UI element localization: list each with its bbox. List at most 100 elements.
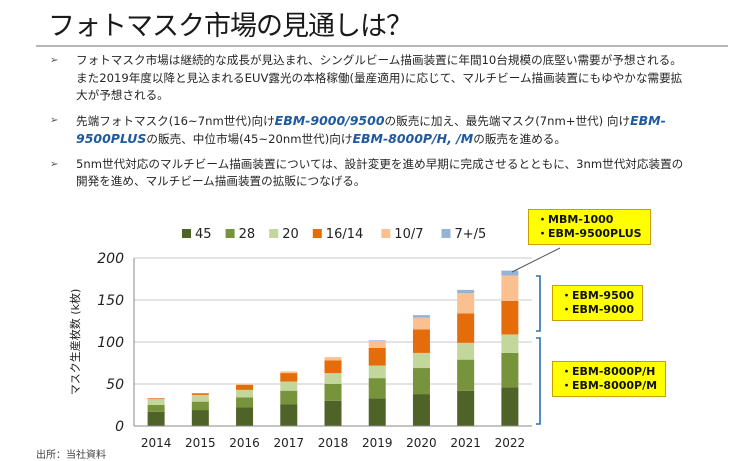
bullet-text: の販売に加え、最先端マスク(7nm+世代) 向け xyxy=(384,113,631,128)
bullet-item: ➢ 5nm世代対応のマルチビーム描画装置については、設計変更を進め早期に完成させる… xyxy=(48,156,688,191)
bar-segment-7--5 xyxy=(501,270,519,276)
callout-ebm9500: ・EBM-9500 ・EBM-9000 xyxy=(552,285,644,321)
callout-brackets xyxy=(511,247,561,425)
callout-ebm8000: ・EBM-8000P/H ・EBM-8000P/M xyxy=(552,361,667,397)
bar-segment-10-7 xyxy=(457,293,475,314)
bullet-text: 先端フォトマスク(16~7nm世代)向け xyxy=(76,113,275,128)
bar-segment-16-14 xyxy=(412,329,430,353)
source-note: 出所：当社資料 xyxy=(36,450,106,461)
bar-segment-7--5 xyxy=(457,289,475,294)
legend-label: 20 xyxy=(282,227,299,242)
bracket-ebm8000 xyxy=(536,337,541,425)
product-name-emphasis: EBM-8000P/H, /M xyxy=(352,131,474,146)
y-tick-label: 200 xyxy=(97,251,124,267)
bar-segment-16-14 xyxy=(147,398,165,400)
callout-pointer xyxy=(511,247,561,273)
legend-swatch xyxy=(182,229,191,238)
legend-label: 10/7 xyxy=(394,227,423,242)
legend-swatch xyxy=(269,229,279,238)
bar-segment-10-7 xyxy=(324,357,342,361)
legend-swatch xyxy=(381,229,391,238)
bar-segment-10-7 xyxy=(236,384,254,385)
y-tick-label: 150 xyxy=(97,293,124,309)
x-tick-label: 2017 xyxy=(274,436,305,450)
x-tick-label: 2022 xyxy=(495,436,526,450)
callout-mbm: ・MBM-1000 ・EBM-9500PLUS xyxy=(528,209,651,245)
y-tick-label: 50 xyxy=(106,377,124,393)
bar-segment-20 xyxy=(191,394,209,402)
bar-segment-45 xyxy=(147,411,165,426)
bar-segment-20 xyxy=(147,399,165,405)
legend-label: 28 xyxy=(239,227,256,242)
chart-bars xyxy=(147,270,519,426)
bar-segment-10-7 xyxy=(412,317,430,330)
x-tick-label: 2016 xyxy=(229,436,260,450)
x-tick-label: 2018 xyxy=(318,436,349,450)
bar-segment-28 xyxy=(501,352,519,388)
bar-segment-20 xyxy=(457,342,475,360)
bar-segment-7--5 xyxy=(412,315,430,318)
bullet-text: フォトマスク市場は継続的な成長が見込まれ、シングルビーム描画装置に年間10台規模… xyxy=(76,53,683,102)
bar-segment-16-14 xyxy=(368,347,386,366)
x-tick-label: 2014 xyxy=(141,436,172,450)
bar-segment-28 xyxy=(280,390,298,405)
y-tick-label: 0 xyxy=(115,419,124,435)
bar-segment-20 xyxy=(412,352,430,369)
arrow-bullet-icon: ➢ xyxy=(50,55,59,66)
bar-segment-16-14 xyxy=(236,384,254,390)
y-tick-label: 100 xyxy=(97,335,124,351)
bullet-item: ➢ フォトマスク市場は継続的な成長が見込まれ、シングルビーム描画装置に年間10台規… xyxy=(48,52,688,105)
x-tick-label: 2021 xyxy=(450,436,481,450)
bar-segment-45 xyxy=(191,410,209,426)
page-title: フォトマスク市場の見通しは？ xyxy=(48,11,413,42)
bar-segment-28 xyxy=(412,368,430,395)
y-axis-label: マスク生産枚数 (k枚) xyxy=(68,289,82,395)
product-name-emphasis: EBM-9500PLUS xyxy=(76,112,666,147)
legend-label: 45 xyxy=(195,227,212,242)
bracket-ebm9500 xyxy=(536,275,541,332)
bar-segment-20 xyxy=(280,381,298,391)
bar-segment-45 xyxy=(412,394,430,426)
title-divider xyxy=(36,45,728,47)
bar-segment-10-7 xyxy=(280,371,298,374)
bar-segment-28 xyxy=(324,384,342,401)
legend-label: 16/14 xyxy=(326,227,363,242)
bar-segment-20 xyxy=(368,365,386,379)
bar-segment-20 xyxy=(324,373,342,384)
bar-segment-20 xyxy=(236,389,254,398)
bullet-item: ➢ 先端フォトマスク(16~7nm世代)向けEBM-9000/9500の販売に加え… xyxy=(48,112,688,149)
x-tick-label: 2019 xyxy=(362,436,393,450)
x-tick-label: 2020 xyxy=(406,436,437,450)
bar-segment-16-14 xyxy=(191,393,209,395)
product-name-emphasis: EBM-9000/9500 xyxy=(274,112,385,128)
legend-swatch xyxy=(312,229,322,238)
bar-segment-28 xyxy=(191,401,209,411)
bar-segment-28 xyxy=(236,397,254,408)
legend-swatch xyxy=(225,229,235,238)
x-tick-label: 2015 xyxy=(185,436,216,450)
bar-segment-10-7 xyxy=(368,341,386,348)
arrow-bullet-icon: ➢ xyxy=(50,158,59,170)
bar-segment-45 xyxy=(457,390,475,426)
bar-segment-7--5 xyxy=(368,340,386,342)
bar-segment-28 xyxy=(368,378,386,399)
arrow-bullet-icon: ➢ xyxy=(50,114,59,126)
bullet-list: ➢ フォトマスク市場は継続的な成長が見込まれ、シングルビーム描画装置に年間10台規… xyxy=(48,52,688,198)
bar-segment-45 xyxy=(236,407,254,426)
bar-segment-45 xyxy=(368,398,386,426)
bullet-text: 5nm世代対応のマルチビーム描画装置については、設計変更を進め早期に完成させると… xyxy=(76,156,684,189)
bar-segment-28 xyxy=(457,359,475,391)
bar-segment-20 xyxy=(501,334,519,353)
bar-segment-45 xyxy=(324,400,342,426)
bar-segment-28 xyxy=(147,405,165,412)
bar-segment-16-14 xyxy=(324,360,342,374)
bar-segment-16-14 xyxy=(280,373,298,382)
legend-swatch xyxy=(441,229,451,238)
bar-segment-16-14 xyxy=(501,300,519,335)
chart-legend: 45 28 20 16/14 10/7 7+/5 xyxy=(182,227,486,242)
bullet-text: の販売を進める。 xyxy=(473,132,566,146)
bullet-text: の販売、中位市場(45~20nm世代)向け xyxy=(146,132,353,146)
bar-segment-16-14 xyxy=(457,313,475,343)
legend-label: 7+/5 xyxy=(455,227,487,242)
